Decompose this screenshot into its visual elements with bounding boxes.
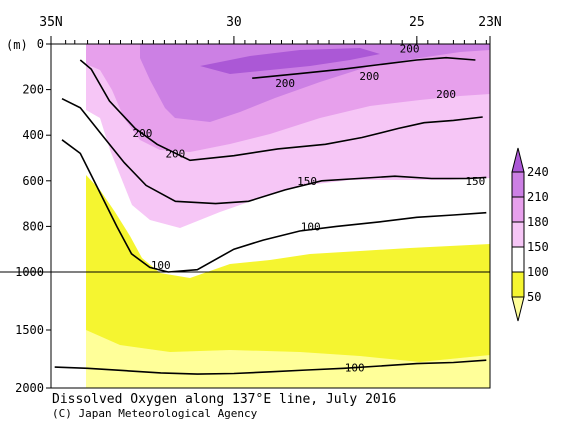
contour-label: 200 <box>133 127 153 140</box>
oxygen-fill-layers <box>51 44 490 388</box>
y-axis-ticks: 0 200 400 600 800 1000 1500 2000 <box>15 37 51 395</box>
y-tick-label: 800 <box>22 219 44 233</box>
x-tick-label: 35N <box>39 15 62 30</box>
colorbar-label: 240 <box>527 165 549 179</box>
no-data-land-area <box>51 44 86 388</box>
y-tick-label: 0 <box>37 37 44 51</box>
colorbar-label: 210 <box>527 190 549 204</box>
contour-label: 100 <box>151 259 171 272</box>
y-tick-label: 2000 <box>15 381 44 395</box>
colorbar-segment <box>511 171 525 198</box>
colorbar-label: 180 <box>527 215 549 229</box>
plot-frame <box>50 43 491 389</box>
chart-title: Dissolved Oxygen along 137°E line, July … <box>52 392 397 407</box>
colorbar-bottom-triangle <box>511 296 525 322</box>
y-axis-unit-label: (m) <box>6 38 28 52</box>
x-axis-ticks: 35N 30 25 23N <box>39 15 502 44</box>
colorbar-segment <box>511 196 525 223</box>
colorbar-label: 50 <box>527 290 541 304</box>
isoline-100-4 <box>54 359 487 375</box>
colorbar-label: 100 <box>527 265 549 279</box>
contour-label: 150 <box>465 175 485 188</box>
contour-label-group: 200 200 200 200 200 200 150 150 100 100 100 <box>133 43 486 375</box>
isoline-200-0 <box>79 59 483 162</box>
contour-label: 200 <box>165 147 185 160</box>
contour-label: 100 <box>301 220 321 233</box>
contour-label: 200 <box>436 88 456 101</box>
y-tick-label: 1500 <box>15 323 44 337</box>
x-tick-label: 23N <box>478 15 501 30</box>
x-tick-label: 30 <box>226 15 242 30</box>
y-tick-label: 400 <box>22 128 44 142</box>
y-tick-label: 600 <box>22 174 44 188</box>
fill-240-oxygen <box>200 48 380 74</box>
y-tick-label: 1000 <box>15 265 44 279</box>
contour-label: 150 <box>297 175 317 188</box>
colorbar-segment <box>511 221 525 248</box>
colorbar-top-triangle <box>511 147 525 173</box>
colorbar-label: 150 <box>527 240 549 254</box>
contour-label: 200 <box>275 77 295 90</box>
isoline-200-1 <box>252 56 476 79</box>
y-tick-label: 200 <box>22 83 44 97</box>
isoline-150-2 <box>61 97 487 205</box>
chart-credit: (C) Japan Meteorological Agency <box>52 407 258 420</box>
isoline-100-3 <box>61 139 487 273</box>
colorbar-segment <box>511 246 525 273</box>
contour-label: 100 <box>345 362 365 375</box>
colorbar-segment <box>511 271 525 298</box>
contour-label: 200 <box>359 70 379 83</box>
contour-label: 200 <box>400 43 420 56</box>
x-tick-label: 25 <box>409 15 425 30</box>
isoline-group <box>54 56 487 375</box>
colorbar: 50 100 150 180 210 240 <box>511 147 549 322</box>
station-tick-group <box>65 40 487 44</box>
